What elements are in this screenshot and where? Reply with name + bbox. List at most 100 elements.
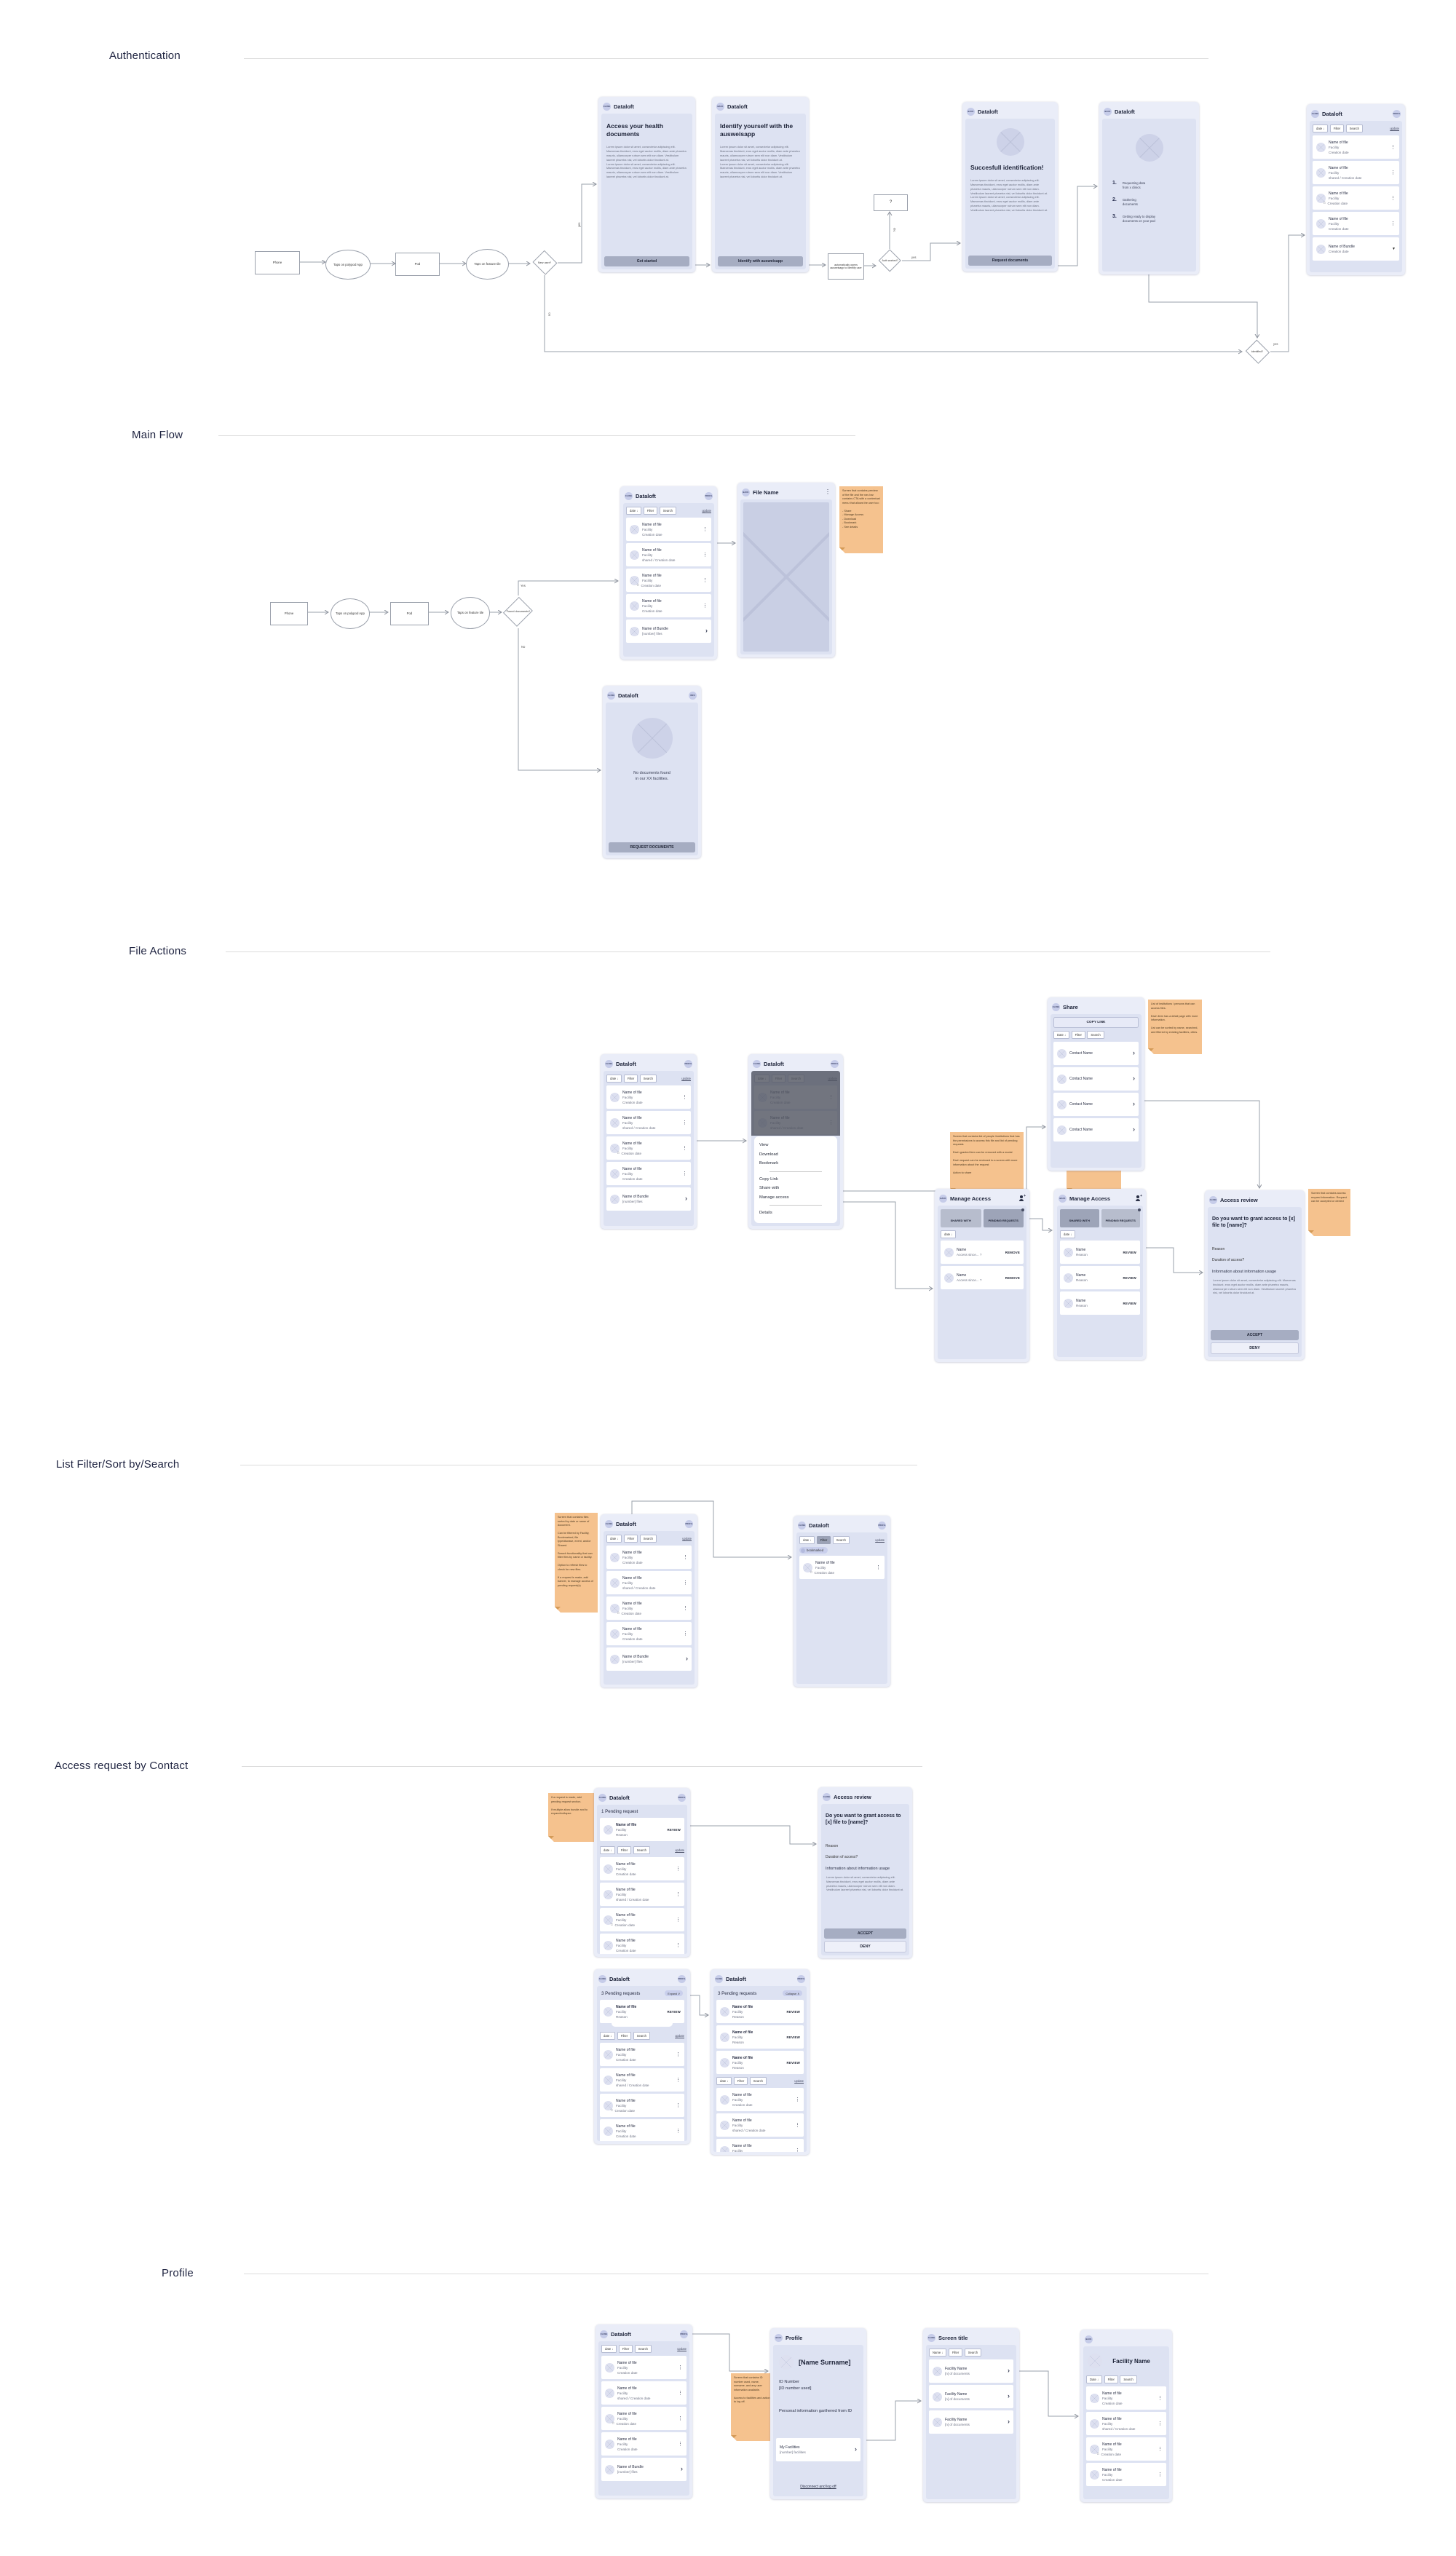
overflow-menu-icon[interactable]: ⋮ [795,2097,800,2102]
filter-chip[interactable]: bookmarked [799,1547,828,1554]
file-list-item[interactable]: Name of file Facility Creation date ⋮ [1313,135,1399,159]
close-button[interactable]: CLOSE [1052,1002,1060,1011]
search-button[interactable]: Search [749,2077,767,2085]
search-button[interactable]: Search [1087,1031,1104,1039]
search-button[interactable]: Search [639,1535,657,1543]
chevron-right-icon[interactable]: › [1008,2392,1010,2400]
chevron-right-icon[interactable]: › [681,2465,683,2473]
close-button[interactable]: CLOSE [605,1059,613,1068]
sort-button[interactable]: Name ↓ [929,2349,947,2357]
close-button[interactable]: CLOSE [753,1059,761,1068]
filter-button[interactable]: Filter [816,1536,831,1544]
person-list-item[interactable]: Name Reason REVIEW [1060,1291,1140,1315]
profile-button[interactable]: PROFIL [678,1974,686,1983]
overflow-menu-icon[interactable]: ⋮ [1158,2446,1163,2452]
menu-item[interactable]: Download [759,1152,778,1157]
back-button[interactable]: BACK [939,1194,947,1203]
pending-request-item[interactable]: Name of file Facility Reason REVIEW [600,2000,684,2023]
update-link[interactable]: update [794,2079,804,2083]
chevron-right-icon[interactable]: › [1133,1125,1135,1133]
bundle-list-item[interactable]: Name of Bundle [number] files › [626,620,711,643]
identify-button[interactable]: Identify with ausweisapp [718,256,803,266]
profile-button[interactable]: PROFIL [685,1519,693,1528]
person-list-item[interactable]: Name Access since... ? REMOVE [941,1241,1024,1264]
review-button[interactable]: REVIEW [786,2060,800,2065]
file-list-item[interactable]: Name of file Facility shared / Creation da… [600,2068,684,2092]
update-link[interactable]: update [1390,127,1399,130]
chevron-right-icon[interactable]: › [1008,2367,1010,2375]
file-list-item[interactable]: Name of file Facility Creation date ⋮ [601,2356,687,2379]
facility-list-item[interactable]: Facility Name [n] of documents › [929,2359,1013,2383]
filter-button[interactable]: Filter [1104,2375,1118,2383]
bundle-list-item[interactable]: Name of Bundle Creation date ▼ [1313,237,1399,261]
pending-request-item[interactable]: Name of file Facility Reason REVIEW [716,2000,804,2023]
filter-button[interactable]: Filter [1071,1031,1085,1039]
bundle-list-item[interactable]: Name of Bundle [number] files › [601,2458,687,2481]
overflow-menu-icon[interactable]: ⋮ [1158,2395,1163,2401]
file-list-item[interactable]: Name of file Facility shared / Creation da… [626,543,711,566]
chevron-right-icon[interactable]: › [1133,1075,1135,1083]
person-list-item[interactable]: Name Reason REVIEW [1060,1241,1140,1264]
update-link[interactable]: update [681,1077,691,1080]
accept-button[interactable]: ACCEPT [824,1928,906,1939]
overflow-menu-icon[interactable]: ⋮ [828,1120,834,1125]
file-list-item[interactable]: Name of file Facility Creation date ⋮ [606,1622,692,1645]
overflow-menu-icon[interactable]: ⋮ [682,1120,687,1125]
overflow-menu-icon[interactable]: ⋮ [795,2122,800,2128]
search-button[interactable]: Search [787,1075,805,1083]
file-list-item[interactable]: Name of file Facility Creation date ⋮ [754,1085,837,1109]
overflow-menu-icon[interactable]: ⋮ [1390,170,1396,175]
tab-pending-requests[interactable]: PENDING REQUESTS [1101,1208,1141,1227]
back-button[interactable]: BACK [967,107,975,116]
filter-button[interactable]: Filter [617,2032,632,2040]
sort-button[interactable]: date ↓ [941,1230,957,1238]
review-button[interactable]: REVIEW [667,1827,681,1832]
row-action-button[interactable]: REMOVE [1005,1275,1020,1280]
info-button[interactable]: INFO [689,691,697,700]
close-button[interactable]: CLOSE [605,1519,613,1528]
overflow-menu-icon[interactable]: ⋮ [676,1942,681,1948]
sort-button[interactable]: date ↓ [600,2032,616,2040]
add-person-icon[interactable]: + [1134,1194,1142,1201]
sort-button[interactable]: Date ↓ [1086,2375,1103,2383]
search-button[interactable]: Search [633,1846,651,1854]
overflow-menu-icon[interactable]: ⋮ [703,552,708,558]
profile-button[interactable]: PROFIL [878,1521,886,1530]
overflow-menu-icon[interactable]: ⋮ [703,577,708,583]
file-list-item[interactable]: Name of file Facility Creation date ⋮ [606,1085,691,1109]
file-list-item[interactable]: Name of file Facility shared / Creation da… [600,1883,684,1906]
request-documents-button[interactable]: Request documents [968,256,1052,266]
review-button[interactable]: REVIEW [786,2035,800,2039]
row-action-button[interactable]: REVIEW [1123,1250,1136,1254]
filter-button[interactable]: Filter [733,2077,748,2085]
close-button[interactable]: CLOSE [823,1792,831,1801]
copy-link-button[interactable]: COPY LINK [1053,1017,1139,1028]
chevron-right-icon[interactable]: › [705,627,708,635]
close-button[interactable]: CLOSE [598,1974,606,1983]
file-list-item[interactable]: Name of file Facility shared / Creation da… [601,2381,687,2405]
search-button[interactable]: Search [659,507,677,515]
search-button[interactable]: Search [639,1075,657,1083]
filter-button[interactable]: Filter [1329,124,1345,132]
sort-button[interactable]: date ↓ [606,1075,622,1083]
back-button[interactable]: BACK [742,488,750,496]
sort-button[interactable]: date ↓ [1060,1230,1076,1238]
facilities-nav-row[interactable]: My Facilities [number] facilities › [776,2437,860,2461]
file-list-item[interactable]: Name of file Facility Creation date ⋮ [1313,212,1399,235]
pending-request-item[interactable]: Name of file Facility Reason REVIEW [716,2051,804,2074]
update-link[interactable]: update [677,2347,687,2351]
pending-request-item[interactable]: Name of file Facility Reason REVIEW [716,2025,804,2049]
back-button[interactable]: BACK [716,102,724,111]
file-list-item[interactable]: Name of file Facility shared / Creation da… [1313,161,1399,184]
overflow-menu-icon[interactable]: ⋮ [682,1145,687,1151]
close-button[interactable]: CLOSE [625,491,633,500]
back-button[interactable]: BACK [1104,107,1112,116]
update-link[interactable]: update [702,509,711,513]
update-link[interactable]: update [675,1848,684,1852]
overflow-menu-icon[interactable]: ⋮ [703,526,708,532]
